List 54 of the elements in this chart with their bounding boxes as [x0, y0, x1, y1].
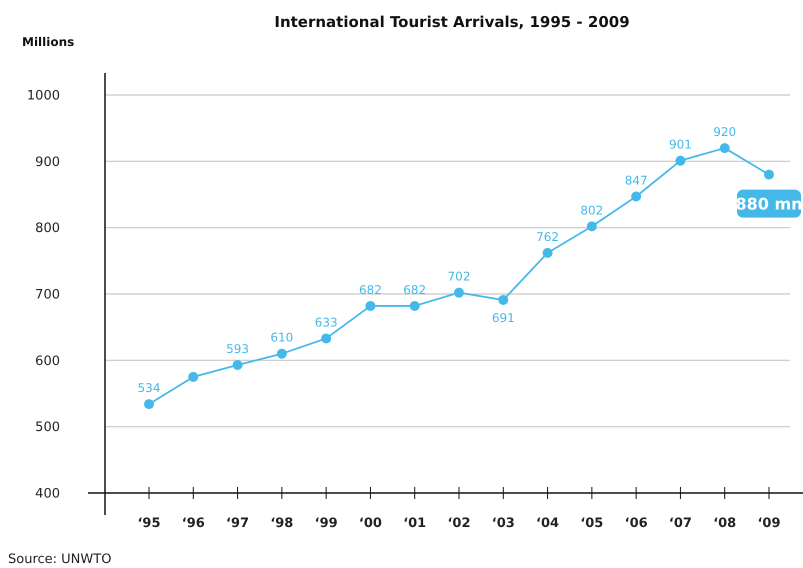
data-label: 901 — [668, 138, 692, 152]
data-label: 682 — [403, 282, 426, 297]
data-label: 702 — [448, 270, 470, 284]
point — [631, 191, 642, 202]
source-note: Source: UNWTO — [8, 552, 112, 567]
x-tick-label: ‘06 — [624, 516, 648, 531]
point — [586, 221, 597, 232]
data-label: 534 — [138, 381, 160, 396]
y-tick-label: 900 — [35, 154, 60, 170]
x-tick-label: ‘02 — [447, 516, 471, 531]
point — [498, 294, 508, 305]
y-tick-label: 700 — [35, 288, 60, 303]
y-axis-title: Millions — [22, 35, 74, 49]
y-tick-label: 400 — [35, 486, 60, 502]
x-tick-label: ‘96 — [182, 516, 205, 531]
x-tick-label: ‘01 — [403, 516, 426, 531]
point — [232, 360, 243, 370]
y-tick-label: 800 — [35, 221, 60, 236]
x-tick-label: ‘08 — [713, 516, 736, 531]
x-tick-label: ‘03 — [492, 516, 515, 531]
point — [675, 156, 686, 166]
point — [542, 248, 553, 258]
point — [276, 348, 287, 359]
data-label: 920 — [713, 125, 736, 140]
point — [365, 300, 376, 311]
point — [720, 143, 730, 154]
data-label: 802 — [580, 203, 604, 218]
data-label: 610 — [270, 330, 294, 345]
y-tick-label: 500 — [35, 420, 60, 436]
data-label: 682 — [358, 282, 382, 297]
y-tick-label: 600 — [35, 354, 60, 369]
data-label: 633 — [314, 315, 338, 330]
x-tick-label: ‘04 — [536, 516, 560, 531]
point — [188, 372, 198, 382]
x-tick-label: ‘05 — [580, 516, 604, 531]
x-tick-label: ‘00 — [358, 516, 382, 531]
point — [764, 170, 774, 180]
point — [144, 399, 154, 410]
x-tick-label: ‘95 — [137, 516, 161, 531]
data-label: 593 — [226, 342, 250, 356]
x-tick-label: ‘98 — [270, 516, 294, 531]
point — [321, 333, 332, 344]
x-tick-label: ‘97 — [226, 516, 250, 531]
point — [410, 300, 420, 311]
y-tick-label: 1000 — [26, 88, 60, 104]
data-label: 847 — [624, 173, 648, 188]
data-label: 691 — [492, 310, 515, 325]
point — [454, 288, 464, 298]
chart-title: International Tourist Arrivals, 1995 - 2009 — [274, 13, 630, 31]
data-label: 880 mn — [735, 194, 803, 214]
x-tick-label: ‘07 — [668, 516, 692, 531]
x-tick-label: ‘09 — [757, 516, 781, 531]
data-label: 762 — [536, 230, 560, 244]
x-tick-label: ‘99 — [314, 516, 338, 531]
